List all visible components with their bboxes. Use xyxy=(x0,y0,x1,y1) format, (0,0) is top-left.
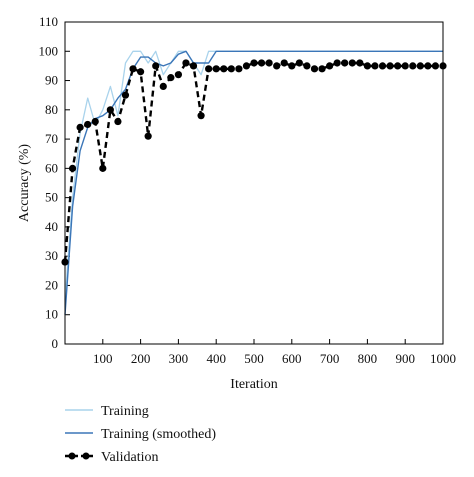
x-tick-label: 500 xyxy=(244,351,264,366)
legend-label-training-smoothed: Training (smoothed) xyxy=(101,427,216,442)
y-tick-label: 0 xyxy=(52,336,59,351)
legend-marker-validation xyxy=(82,452,90,460)
x-tick-label: 600 xyxy=(282,351,302,366)
y-tick-label: 30 xyxy=(45,248,58,263)
data-point-validation xyxy=(394,62,402,70)
data-point-validation xyxy=(424,62,432,70)
data-point-validation xyxy=(76,123,84,131)
data-point-validation xyxy=(242,62,251,70)
data-point-validation xyxy=(431,62,440,70)
y-tick-label: 20 xyxy=(45,277,58,292)
y-tick-label: 110 xyxy=(39,14,58,29)
y-tick-label: 10 xyxy=(45,307,58,322)
data-point-validation xyxy=(280,59,288,67)
data-point-validation xyxy=(129,65,137,73)
data-point-validation xyxy=(326,62,334,70)
data-point-validation xyxy=(121,91,130,99)
y-tick-label: 90 xyxy=(45,73,58,88)
x-tick-label: 800 xyxy=(358,351,378,366)
series-line-training xyxy=(64,50,443,301)
y-axis-label: Accuracy (%) xyxy=(17,144,32,222)
data-point-validation xyxy=(348,59,356,67)
data-point-validation xyxy=(220,65,228,73)
series-line-training-smoothed xyxy=(64,50,443,315)
data-point-validation xyxy=(371,62,379,70)
data-point-validation xyxy=(167,74,175,82)
data-point-validation xyxy=(401,62,409,70)
data-point-validation xyxy=(341,59,349,67)
y-tick-label: 50 xyxy=(45,190,58,205)
data-point-validation xyxy=(197,112,205,120)
data-point-validation xyxy=(363,62,371,70)
data-point-validation xyxy=(91,117,99,126)
x-tick-label: 300 xyxy=(169,351,189,366)
data-point-validation xyxy=(174,71,182,79)
data-point-validation xyxy=(265,59,273,67)
data-point-validation xyxy=(68,164,77,172)
data-point-validation xyxy=(310,65,319,73)
series-layer xyxy=(61,50,447,315)
data-point-validation xyxy=(386,62,394,70)
data-point-validation xyxy=(84,120,92,129)
data-point-validation xyxy=(137,68,145,76)
data-point-validation xyxy=(318,65,326,73)
data-point-validation xyxy=(152,62,160,70)
data-point-validation xyxy=(273,62,281,70)
data-point-validation xyxy=(257,59,266,67)
legend-label-validation: Validation xyxy=(101,450,159,465)
data-point-validation xyxy=(144,132,152,140)
data-point-validation xyxy=(189,62,198,70)
tick-layer: 0 10 20 30 40 50 60 70 80 90 100 110 100 200 300 400 500… xyxy=(39,14,457,366)
legend-label-training: Training xyxy=(101,404,149,419)
x-tick-label: 200 xyxy=(131,351,151,366)
data-point-validation xyxy=(106,106,114,114)
data-point-validation xyxy=(409,62,417,70)
data-point-validation xyxy=(227,65,235,73)
data-point-validation xyxy=(99,164,107,172)
data-point-validation xyxy=(114,117,122,126)
y-tick-label: 100 xyxy=(39,43,59,58)
x-tick-label: 400 xyxy=(206,351,226,366)
x-tick-label: 900 xyxy=(395,351,415,366)
data-point-validation xyxy=(378,62,387,70)
data-point-validation xyxy=(182,59,190,67)
legend: Training Training (smoothed) Validation xyxy=(65,404,216,465)
data-point-validation xyxy=(288,62,296,70)
x-tick-label: 700 xyxy=(320,351,340,366)
x-axis-label: Iteration xyxy=(230,377,277,392)
x-tick-label: 100 xyxy=(93,351,113,366)
data-point-validation xyxy=(212,65,220,73)
data-point-validation xyxy=(416,62,424,70)
y-tick-label: 80 xyxy=(45,102,58,117)
y-tick-label: 40 xyxy=(45,219,58,234)
data-point-validation xyxy=(303,62,311,70)
data-point-validation xyxy=(250,59,258,67)
data-point-validation xyxy=(356,59,364,67)
x-tick-label: 1000 xyxy=(430,351,456,366)
data-point-validation xyxy=(159,82,167,90)
data-point-validation xyxy=(205,65,213,73)
data-point-validation xyxy=(333,59,341,67)
y-tick-label: 70 xyxy=(45,131,58,146)
data-point-validation xyxy=(235,65,243,73)
legend-marker-validation xyxy=(68,452,76,460)
y-tick-label: 60 xyxy=(45,160,58,175)
plot-frame xyxy=(64,21,444,345)
data-point-validation xyxy=(295,59,303,67)
